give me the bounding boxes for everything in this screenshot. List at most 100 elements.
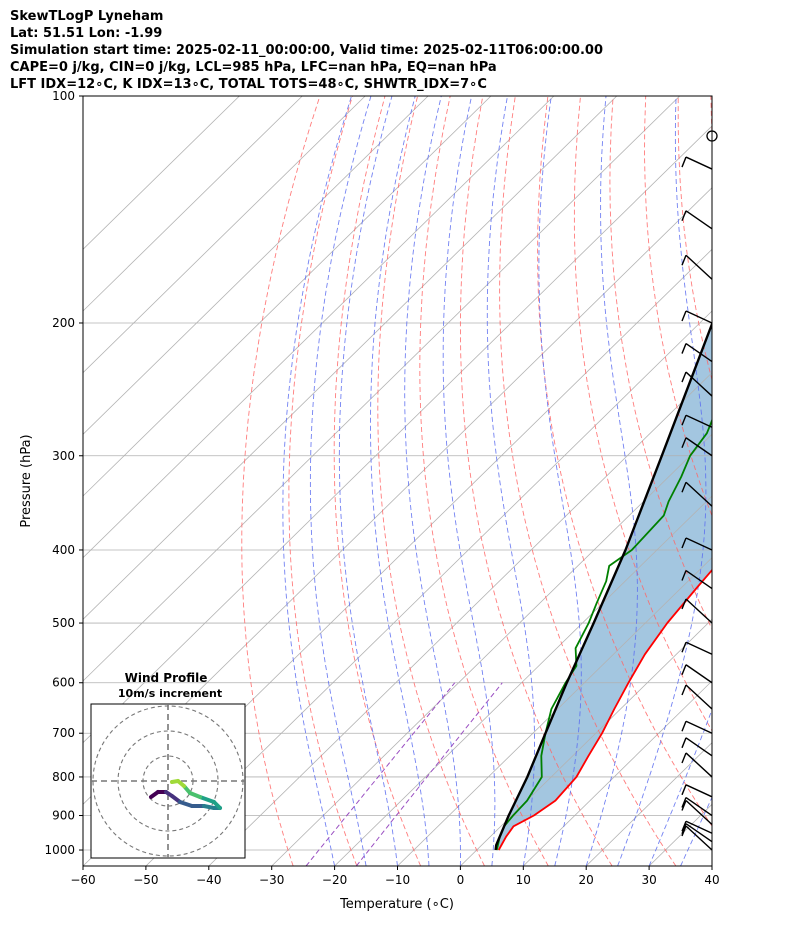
indices-line-1: CAPE=0 j/kg, CIN=0 j/kg, LCL=985 hPa, LF…: [10, 60, 497, 75]
wind-barb: [681, 156, 713, 170]
barb-shaft: [685, 481, 713, 507]
indices-line-2: LFT IDX=12∘C, K IDX=13∘C, TOTAL TOTS=48∘…: [10, 77, 487, 92]
barb-shaft: [685, 371, 713, 397]
y-tick-label: 400: [52, 543, 75, 557]
isotherm: [83, 96, 555, 559]
isotherm: [145, 310, 712, 866]
wind-barb: [681, 825, 713, 851]
barb-shaft: [685, 598, 713, 624]
isotherm: [334, 495, 712, 866]
barb-flag: [681, 820, 687, 832]
wind-barb: [681, 664, 713, 684]
isotherm: [83, 96, 680, 682]
barb-shaft: [685, 752, 713, 778]
hodograph-subtitle: 10m/s increment: [118, 687, 222, 700]
isotherm: [83, 96, 366, 374]
barb-flag: [681, 254, 687, 266]
x-tick-label: −40: [196, 873, 221, 887]
barb-flag: [681, 641, 687, 653]
barb-flag: [681, 684, 687, 696]
isotherm: [397, 557, 712, 866]
barb-flag: [681, 570, 687, 581]
y-axis-label: Pressure (hPa): [19, 434, 34, 527]
barb-shaft: [685, 664, 713, 684]
x-tick-label: −10: [385, 873, 410, 887]
isotherm: [271, 433, 712, 866]
wind-barb: [681, 310, 713, 324]
barb-shaft: [685, 737, 713, 757]
temperature-line: [497, 568, 712, 851]
barb-flag: [681, 156, 687, 168]
dry-adiabat: [377, 96, 485, 866]
barb-flag: [681, 371, 687, 383]
wind-barb: [681, 737, 713, 757]
isotherm: [83, 125, 712, 744]
barb-flag: [681, 720, 687, 732]
wind-barbs: [681, 130, 718, 851]
moist-adiabat: [309, 96, 372, 866]
wind-barb: [681, 254, 713, 280]
dry-adiabat: [743, 96, 794, 866]
isotherm: [83, 96, 429, 435]
dry-adiabat: [710, 96, 712, 142]
isotherm: [83, 96, 618, 620]
barb-flag: [681, 737, 687, 749]
isotherm: [83, 96, 303, 312]
barb-shaft: [685, 823, 713, 843]
wind-barb: [681, 752, 713, 778]
calm-wind-circle: [706, 130, 718, 142]
mixing-ratio-line: [355, 682, 503, 866]
wind-barb: [681, 210, 713, 230]
barb-shaft: [685, 310, 713, 324]
y-tick-label: 100: [52, 89, 75, 103]
moist-adiabat: [338, 96, 398, 866]
x-axis-label: Temperature (∘C): [339, 897, 454, 912]
wind-barb: [681, 569, 713, 590]
barb-flag: [681, 823, 687, 834]
dry-adiabat: [333, 96, 422, 866]
barb-shaft: [685, 684, 713, 710]
hodograph-title: Wind Profile: [125, 671, 208, 685]
wind-barb: [681, 437, 713, 457]
barb-shaft: [685, 825, 713, 851]
barb-flag: [681, 598, 687, 610]
barb-shaft: [685, 342, 713, 363]
hodograph-trace: [178, 800, 194, 808]
barb-shaft: [685, 796, 713, 817]
y-tick-label: 500: [52, 616, 75, 630]
dry-adiabat: [644, 96, 712, 517]
x-tick-label: 0: [457, 873, 465, 887]
dry-adiabat: [241, 96, 321, 866]
wind-barb: [681, 598, 713, 624]
barb-flag: [681, 437, 687, 449]
barb-flag: [681, 310, 687, 322]
barb-flag: [681, 784, 687, 796]
wind-barb: [681, 641, 713, 655]
shaded-area: [495, 324, 712, 850]
x-tick-label: −20: [322, 873, 347, 887]
moist-adiabat: [680, 796, 712, 866]
y-tick-label: 1000: [44, 843, 75, 857]
barb-flag: [681, 210, 687, 222]
x-tick-label: 40: [704, 873, 719, 887]
barb-shaft: [685, 720, 713, 734]
moist-adiabat: [282, 96, 352, 866]
barb-shaft: [685, 254, 713, 280]
isotherm: [523, 680, 712, 866]
x-tick-label: 30: [641, 873, 656, 887]
barb-shaft: [685, 569, 713, 590]
moist-adiabat: [442, 96, 496, 866]
moist-adiabat: [648, 708, 712, 866]
barb-shaft: [685, 799, 713, 826]
moist-adiabat: [617, 96, 707, 866]
axes: −60 −50 −40 −30 −20 −10 0 10 20 30 40 1000 900 800 700…: [44, 89, 719, 887]
mixing-ratio-line: [305, 682, 456, 866]
wind-barb: [681, 684, 713, 710]
wind-barb: [681, 799, 713, 826]
barb-flag: [681, 664, 687, 676]
y-tick-label: 700: [52, 726, 75, 740]
barb-shaft: [685, 784, 713, 798]
parcel-line: [494, 320, 712, 851]
y-tick-label: 600: [52, 676, 75, 690]
hodograph-ring: [117, 730, 219, 832]
